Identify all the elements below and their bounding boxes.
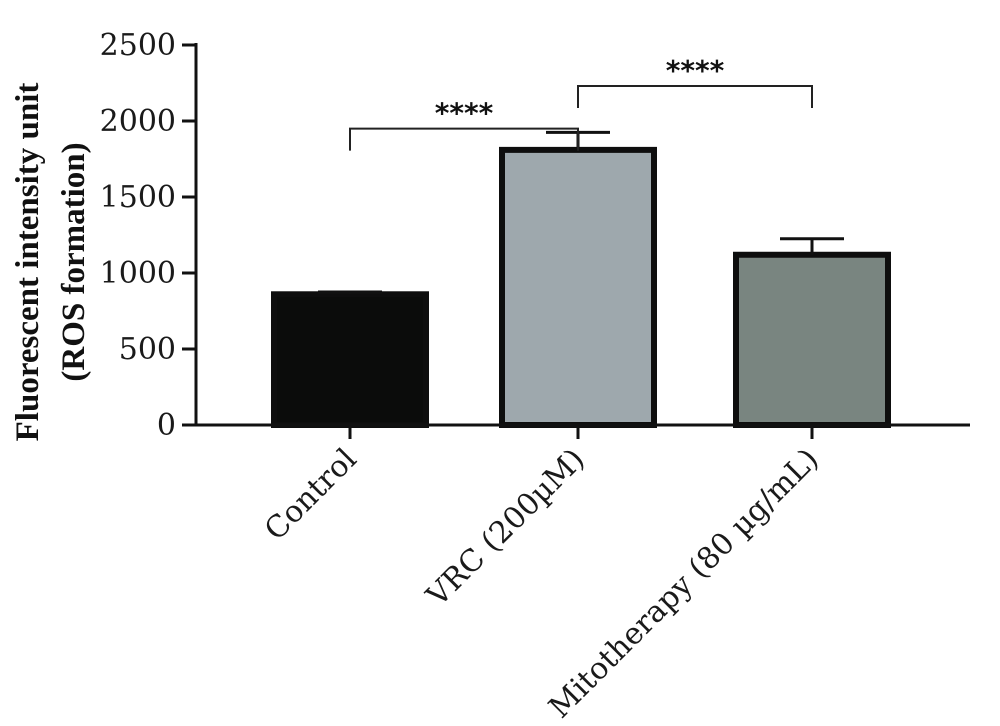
plot-area: 0 500 1000 1500 2000 2500 Control VRC (200µM)Mi… <box>100 28 970 725</box>
significance-bracket-2 <box>577 85 813 109</box>
bar-1 <box>271 291 429 428</box>
y-tick-label-0: 0 <box>157 408 176 443</box>
significance-label-1: **** <box>435 97 494 130</box>
y-tick-label-500: 500 <box>119 332 176 367</box>
y-tick-label-2000: 2000 <box>100 104 176 139</box>
significance-label-2: **** <box>666 54 725 87</box>
y-axis-title: Fluorescent intensity unit (ROS formatio… <box>10 83 92 442</box>
bar-2 <box>499 146 657 428</box>
y-axis-title-line-1: Fluorescent intensity unit <box>10 83 46 442</box>
bar-3 <box>733 251 891 428</box>
x-tick-label-2: VRC (200µM) <box>419 442 591 614</box>
y-tick-label-2500: 2500 <box>100 28 176 63</box>
y-tick-label-1000: 1000 <box>100 256 176 291</box>
y-tick-label-1500: 1500 <box>100 180 176 215</box>
significance-bracket-1 <box>349 127 579 151</box>
y-axis-title-line-2: (ROS formation) <box>56 142 92 381</box>
x-tick-label-3: Mitotherapy (80 µg/mL) <box>542 442 825 725</box>
x-tick-label-1: Control <box>258 442 364 548</box>
